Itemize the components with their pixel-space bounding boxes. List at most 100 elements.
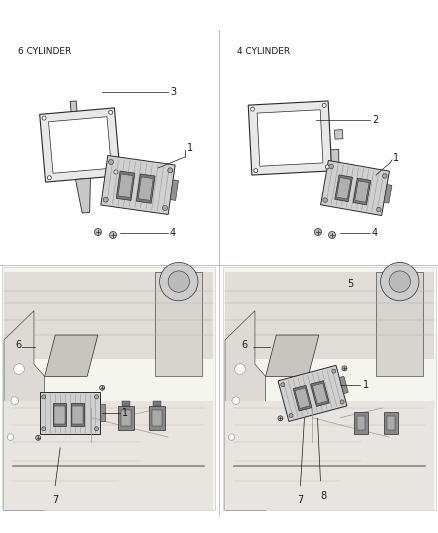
Polygon shape bbox=[321, 160, 389, 215]
Polygon shape bbox=[257, 110, 323, 166]
Circle shape bbox=[7, 434, 14, 440]
Circle shape bbox=[382, 174, 387, 178]
Circle shape bbox=[322, 103, 326, 107]
Circle shape bbox=[42, 427, 46, 431]
Text: 4: 4 bbox=[372, 228, 378, 238]
Circle shape bbox=[340, 400, 344, 404]
Polygon shape bbox=[70, 101, 77, 111]
Circle shape bbox=[289, 414, 293, 418]
Bar bbox=[153, 401, 162, 406]
Bar bbox=[225, 401, 434, 510]
Circle shape bbox=[228, 434, 235, 440]
Text: 6: 6 bbox=[15, 340, 21, 350]
Polygon shape bbox=[225, 311, 265, 510]
Polygon shape bbox=[312, 383, 328, 404]
Text: 8: 8 bbox=[321, 490, 327, 500]
Text: 1: 1 bbox=[363, 381, 369, 390]
Bar bbox=[354, 411, 368, 433]
Polygon shape bbox=[4, 311, 45, 510]
Circle shape bbox=[251, 107, 254, 111]
Circle shape bbox=[278, 416, 283, 421]
Polygon shape bbox=[138, 177, 153, 200]
Circle shape bbox=[332, 369, 336, 373]
Polygon shape bbox=[101, 156, 175, 214]
Circle shape bbox=[95, 229, 102, 236]
Polygon shape bbox=[100, 405, 105, 421]
Polygon shape bbox=[355, 181, 369, 202]
Bar bbox=[223, 267, 436, 510]
Bar bbox=[155, 272, 202, 376]
Circle shape bbox=[109, 159, 113, 165]
Circle shape bbox=[329, 164, 333, 168]
Circle shape bbox=[325, 165, 329, 169]
Circle shape bbox=[232, 397, 240, 405]
Text: 7: 7 bbox=[297, 495, 304, 505]
Text: 4 CYLINDER: 4 CYLINDER bbox=[237, 47, 290, 56]
Bar bbox=[4, 401, 213, 510]
Circle shape bbox=[95, 427, 99, 431]
Text: 1: 1 bbox=[393, 153, 399, 163]
Polygon shape bbox=[311, 381, 329, 406]
Bar bbox=[149, 406, 166, 430]
Circle shape bbox=[168, 271, 190, 292]
Circle shape bbox=[114, 170, 118, 174]
Polygon shape bbox=[265, 335, 319, 376]
Polygon shape bbox=[40, 392, 100, 434]
Circle shape bbox=[235, 364, 245, 374]
Polygon shape bbox=[116, 171, 135, 200]
Polygon shape bbox=[40, 108, 120, 182]
Circle shape bbox=[389, 271, 410, 292]
Circle shape bbox=[168, 168, 173, 173]
Bar bbox=[376, 272, 423, 376]
Polygon shape bbox=[248, 101, 332, 175]
Circle shape bbox=[314, 229, 321, 236]
Circle shape bbox=[328, 231, 336, 238]
Text: 1: 1 bbox=[122, 408, 128, 418]
Bar bbox=[120, 410, 131, 426]
Polygon shape bbox=[293, 385, 312, 411]
Polygon shape bbox=[353, 178, 371, 205]
Polygon shape bbox=[335, 175, 353, 201]
Polygon shape bbox=[336, 177, 351, 199]
Text: 6 CYLINDER: 6 CYLINDER bbox=[18, 47, 71, 56]
Circle shape bbox=[281, 383, 285, 387]
Polygon shape bbox=[72, 406, 83, 424]
Circle shape bbox=[103, 197, 108, 202]
Polygon shape bbox=[54, 406, 65, 424]
Bar bbox=[225, 272, 434, 359]
Polygon shape bbox=[118, 174, 133, 198]
Bar bbox=[152, 410, 162, 426]
Polygon shape bbox=[339, 376, 348, 394]
Text: 4: 4 bbox=[170, 228, 176, 238]
Bar bbox=[387, 416, 395, 430]
Circle shape bbox=[42, 395, 46, 399]
Circle shape bbox=[377, 207, 381, 212]
Circle shape bbox=[381, 262, 419, 301]
Circle shape bbox=[42, 116, 46, 120]
Circle shape bbox=[35, 435, 41, 440]
Polygon shape bbox=[295, 388, 310, 408]
Polygon shape bbox=[49, 117, 112, 173]
Polygon shape bbox=[335, 130, 343, 139]
Circle shape bbox=[323, 198, 328, 203]
Bar bbox=[2, 267, 215, 510]
Polygon shape bbox=[75, 178, 90, 213]
Text: 7: 7 bbox=[52, 495, 58, 505]
Circle shape bbox=[11, 397, 18, 405]
Polygon shape bbox=[53, 403, 66, 426]
Text: 5: 5 bbox=[348, 279, 354, 289]
Bar bbox=[121, 401, 130, 406]
Text: 3: 3 bbox=[170, 87, 176, 97]
Circle shape bbox=[95, 395, 99, 399]
Text: 1: 1 bbox=[187, 143, 193, 153]
Circle shape bbox=[109, 110, 113, 114]
Bar bbox=[357, 416, 365, 430]
Polygon shape bbox=[278, 365, 347, 422]
Polygon shape bbox=[384, 184, 392, 203]
Circle shape bbox=[342, 366, 347, 371]
Circle shape bbox=[110, 231, 117, 238]
Circle shape bbox=[47, 176, 51, 180]
Polygon shape bbox=[71, 403, 84, 426]
Circle shape bbox=[254, 168, 258, 173]
Text: 6: 6 bbox=[241, 340, 247, 350]
